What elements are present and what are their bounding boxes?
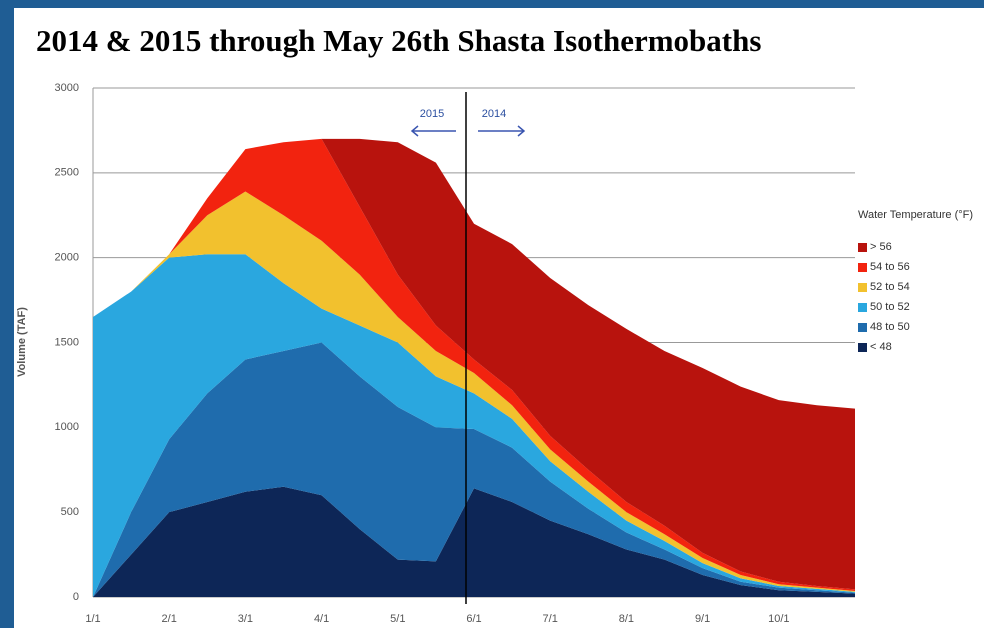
y-tick-label: 2000 [55,252,79,264]
area [93,342,855,597]
legend-swatch [858,282,867,292]
legend-label: 54 to 56 [870,261,910,273]
x-tick-label: 9/1 [695,613,710,625]
legend-swatch [858,322,867,332]
area [93,486,855,597]
area [93,254,855,598]
legend-item: < 48 [858,337,984,357]
y-tick-label: 1500 [55,336,79,348]
legend-swatch [858,262,867,272]
legend-label: 48 to 50 [870,321,910,333]
areas [93,138,855,598]
chart-title: 2014 & 2015 through May 26th Shasta Isot… [36,23,761,58]
x-tick-label: 1/1 [85,613,100,625]
x-tick-label: 8/1 [619,613,634,625]
x-tick-label: 6/1 [466,613,481,625]
legend-item: 48 to 50 [858,317,984,337]
legend-label: 52 to 54 [870,281,910,293]
legend-label: 50 to 52 [870,301,910,313]
arrow-left [410,125,456,137]
y-tick-label: 0 [73,591,79,603]
legend-swatch [858,342,867,352]
y-axis-label: Volume (TAF) [16,307,28,377]
legend-item: 50 to 52 [858,297,984,317]
y-tick-label: 2500 [55,167,79,179]
x-tick-label: 10/1 [768,613,789,625]
legend: Water Temperature (°F) > 56 54 to 56 52 to… [858,205,984,357]
arrow-right [478,125,526,137]
legend-label: > 56 [870,241,892,253]
legend-title: Water Temperature (°F) [858,209,974,221]
area [93,191,855,592]
x-tick-label: 7/1 [543,613,558,625]
x-tick-label: 5/1 [390,613,405,625]
area [93,138,855,590]
legend-swatch [858,302,867,312]
legend-label: < 48 [870,341,892,353]
y-tick-label: 1000 [55,421,79,433]
legend-item: > 56 [858,237,984,257]
area [93,138,855,592]
x-tick-label: 3/1 [238,613,253,625]
annotation: 2014 [482,108,506,120]
legend-swatch [858,242,867,252]
legend-item: 54 to 56 [858,257,984,277]
y-tick-label: 3000 [55,82,79,94]
y-tick-label: 500 [61,506,79,518]
legend-item: 52 to 54 [858,277,984,297]
x-tick-label: 2/1 [162,613,177,625]
annotation: 2015 [420,108,444,120]
x-tick-label: 4/1 [314,613,329,625]
